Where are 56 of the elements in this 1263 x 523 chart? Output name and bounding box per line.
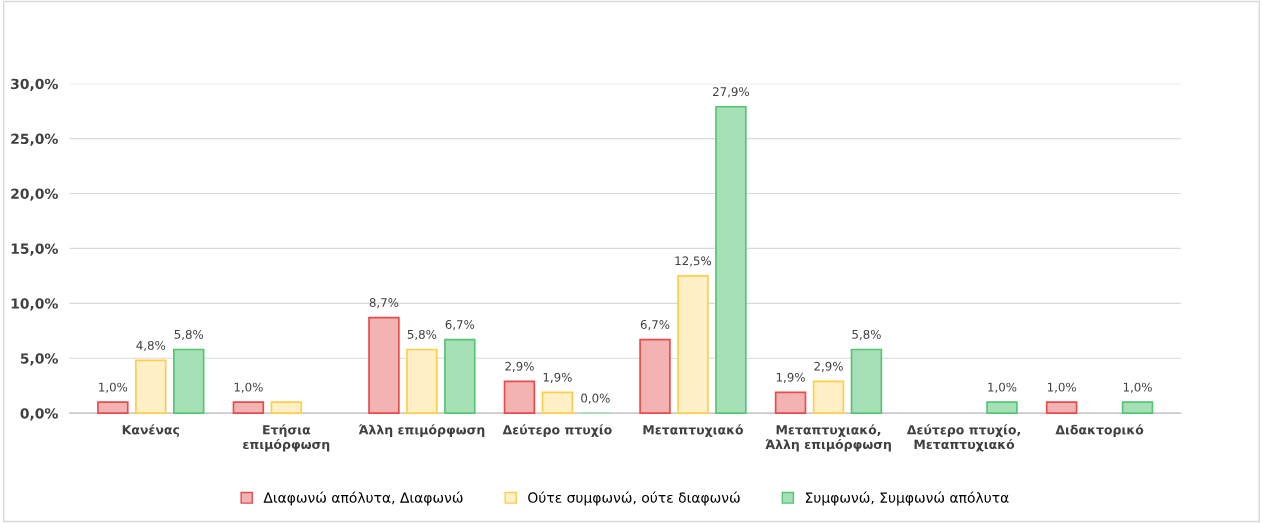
legend-label: Συμφωνώ, Συμφωνώ απόλυτα [805, 491, 1009, 506]
data-label: 1,0% [1123, 382, 1152, 393]
x-tick-label: Μεταπτυχιακό, Άλλη επιμόρφωση [765, 424, 891, 452]
bar [677, 275, 709, 415]
bar [172, 348, 205, 415]
bar [1045, 401, 1078, 415]
bar [774, 391, 807, 415]
bar [1121, 401, 1154, 415]
data-label: 12,5% [675, 256, 712, 267]
data-label: 5,8% [852, 329, 881, 341]
bar [986, 401, 1018, 415]
y-tick-label: 5,0% [20, 353, 58, 366]
bar [232, 401, 265, 415]
data-label: 1,0% [99, 382, 128, 393]
data-label: 2,9% [505, 361, 534, 372]
data-label: 1,9% [776, 372, 805, 383]
bar [444, 338, 476, 415]
bar [135, 359, 167, 415]
x-tick-label: Άλλη επιμόρφωση [358, 424, 485, 437]
bar [368, 316, 400, 415]
bar [541, 391, 574, 415]
data-label: 1,0% [1047, 382, 1076, 393]
data-label: 8,7% [369, 298, 399, 309]
data-label: 1,9% [543, 372, 572, 383]
y-tick-label: 25,0% [11, 133, 58, 146]
bar [97, 401, 129, 415]
data-label: 0,0% [581, 393, 610, 404]
y-tick-label: 10,0% [11, 298, 58, 311]
y-tick-label: 20,0% [11, 188, 58, 201]
x-tick-label: Δεύτερο πτυχίο [502, 424, 612, 437]
x-tick-label: Μεταπτυχιακό [643, 424, 744, 437]
data-label: 1,0% [234, 382, 263, 393]
x-tick-label: Ετήσια επιμόρφωση [243, 424, 330, 452]
data-label: 2,9% [814, 361, 843, 372]
legend-label: Διαφωνώ απόλυτα, Διαφωνώ [263, 491, 463, 506]
y-tick-label: 30,0% [11, 78, 58, 91]
bar [850, 348, 883, 415]
data-label: 4,8% [136, 340, 166, 352]
y-tick-label: 15,0% [11, 243, 58, 256]
x-tick-label: Δεύτερο πτυχίο, Μεταπτυχιακό [906, 424, 1020, 452]
bar [812, 380, 845, 415]
data-label: 5,8% [174, 329, 204, 341]
bar [715, 105, 747, 415]
bar [503, 380, 536, 415]
data-label: 5,8% [407, 329, 437, 341]
bar [406, 348, 438, 415]
data-label: 6,7% [640, 320, 670, 331]
x-tick-label: Διδακτορικό [1055, 424, 1144, 437]
bar [639, 338, 671, 415]
bar [270, 401, 303, 415]
x-tick-label: Κανένας [122, 424, 180, 437]
legend-label: Ούτε συμφωνώ, ούτε διαφωνώ [528, 491, 740, 506]
data-label: 1,0% [988, 382, 1017, 393]
y-tick-label: 0,0% [20, 408, 58, 421]
data-label: 27,9% [713, 87, 750, 98]
data-label: 6,7% [445, 320, 475, 331]
